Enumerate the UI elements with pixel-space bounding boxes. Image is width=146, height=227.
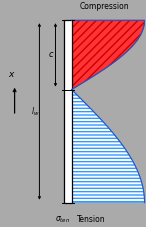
Bar	[64, 20, 72, 203]
Text: Tension: Tension	[77, 215, 106, 224]
Text: $x$: $x$	[8, 70, 15, 79]
Polygon shape	[72, 90, 145, 203]
Text: $l_w$: $l_w$	[31, 105, 39, 118]
Text: $\sigma_{ten}$: $\sigma_{ten}$	[55, 215, 70, 225]
Text: $c$: $c$	[48, 50, 54, 59]
Text: Compression: Compression	[80, 2, 129, 11]
Polygon shape	[72, 20, 145, 90]
